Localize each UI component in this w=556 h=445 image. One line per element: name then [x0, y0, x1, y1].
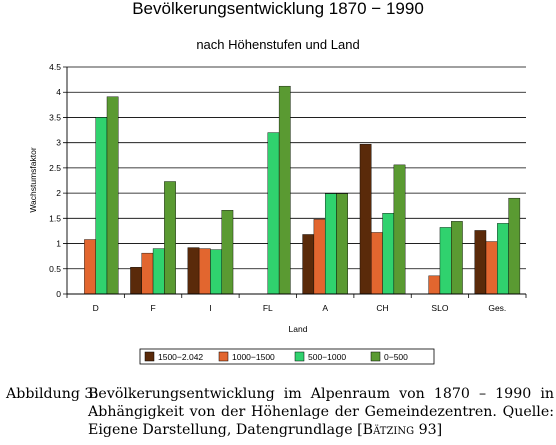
- legend-label: 0−500: [384, 352, 408, 362]
- bar: [439, 227, 452, 295]
- y-tick-label: 1: [56, 239, 61, 249]
- bar: [278, 85, 291, 295]
- x-tick-label: A: [322, 303, 328, 313]
- chart-title: Bevölkerungsentwicklung 1870 − 1990: [132, 0, 424, 18]
- bar: [428, 275, 441, 295]
- bar: [302, 234, 315, 295]
- y-tick-label: 2: [56, 188, 61, 198]
- legend-label: 1000−1500: [232, 352, 275, 362]
- x-tick-label: Ges.: [488, 303, 506, 313]
- legend: 1500−2.042 1000−1500 500−1000 0−500: [139, 348, 435, 365]
- caption-text-before: Bevölkerungsentwicklung im Alpenraum von…: [88, 386, 554, 438]
- bar: [141, 252, 154, 295]
- caption-text-after: 93]: [414, 422, 443, 438]
- x-tick-labels: D F I FL A CH SLO Ges.: [93, 303, 507, 313]
- legend-swatch: [370, 351, 381, 362]
- bar: [313, 219, 326, 295]
- bar: [451, 221, 463, 295]
- legend-swatch: [144, 351, 155, 362]
- chart-subtitle: nach Höhenstufen und Land: [196, 37, 359, 52]
- legend-swatch: [218, 351, 229, 362]
- legend-label: 500−1000: [308, 352, 346, 362]
- bar: [474, 230, 487, 295]
- bar: [221, 210, 234, 295]
- caption-text: Bevölkerungsentwicklung im Alpenraum von…: [88, 385, 554, 439]
- legend-swatch: [294, 351, 305, 362]
- y-tick-label: 0.5: [49, 264, 61, 274]
- bar: [164, 181, 176, 295]
- caption-citation: Bätzing: [362, 422, 415, 438]
- x-tick-label: CH: [376, 303, 388, 313]
- bar: [84, 239, 96, 295]
- x-tick-label: D: [93, 303, 99, 313]
- x-tick-label: SLO: [431, 303, 448, 313]
- caption-label: Abbildung 3:: [6, 386, 99, 402]
- bar: [95, 117, 108, 295]
- y-tick-label: 2.5: [49, 163, 61, 173]
- caption: Abbildung 3: Bevölkerungsentwicklung im …: [6, 385, 554, 439]
- y-tick-label: 4.5: [49, 62, 61, 72]
- y-tick-labels: 0 0.5 1 1.5 2 2.5 3 3.5 4 4.5: [49, 62, 61, 299]
- x-tick-label: I: [209, 303, 211, 313]
- bar: [359, 143, 372, 295]
- y-tick-label: 0: [56, 289, 61, 299]
- bar: [130, 267, 142, 295]
- y-tick-label: 1.5: [49, 213, 61, 223]
- y-tick-label: 4: [56, 87, 61, 97]
- bar: [336, 193, 348, 295]
- bar: [198, 248, 211, 295]
- axes: [66, 67, 527, 298]
- bar: [382, 213, 395, 295]
- bar: [267, 132, 280, 295]
- y-axis-label: Wachstumsfaktor: [28, 147, 38, 213]
- bar: [393, 164, 406, 295]
- bar: [371, 232, 383, 295]
- x-axis-label: Land: [289, 324, 308, 334]
- bar: [324, 193, 337, 295]
- x-tick-label: F: [150, 303, 155, 313]
- bar: [187, 247, 200, 295]
- bars: [84, 85, 521, 295]
- legend-box: [139, 348, 435, 365]
- bar: [106, 96, 119, 295]
- bar: [152, 248, 165, 295]
- x-tick-label: FL: [263, 303, 273, 313]
- bar: [485, 241, 498, 295]
- y-tick-label: 3.5: [49, 112, 61, 122]
- bar: [497, 223, 509, 295]
- bar: [508, 197, 521, 295]
- bar: [210, 249, 222, 295]
- chart: Bevölkerungsentwicklung 1870 − 1990 nach…: [28, 0, 527, 365]
- y-tick-label: 3: [56, 138, 61, 148]
- legend-label: 1500−2.042: [158, 352, 203, 362]
